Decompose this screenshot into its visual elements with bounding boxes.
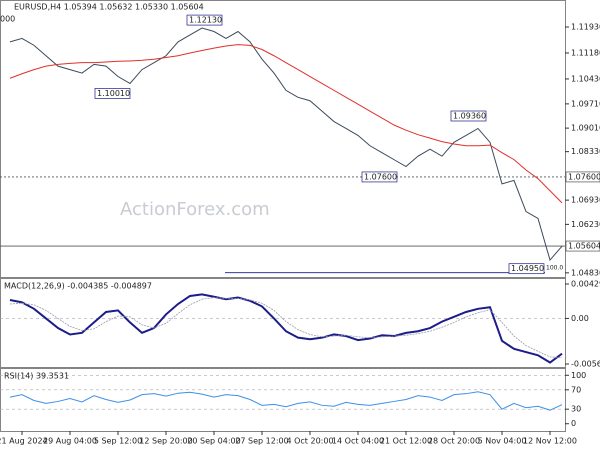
x-tick-label: 5 Sep 12:00 [94,437,142,446]
y-tick-label: 0 [571,419,576,428]
x-tick-label: 20 Sep 04:00 [187,437,240,446]
series-line [9,44,563,204]
series-line [9,27,563,262]
series-line [9,391,563,411]
y-tick-label: 1.11180 [571,48,600,57]
y-tick-label: 1.09010 [571,124,600,133]
price-label: 1.05604 [568,242,600,251]
annotation-box [94,88,131,99]
annotation-label: 1.10010 [97,89,130,98]
y-tick-label: 1.10430 [571,74,600,83]
series-line [9,297,563,359]
price-label-box [565,240,600,252]
y-tick-label: 100 [571,371,586,380]
annotation-label: 1.12130 [189,16,222,25]
x-tick-label: 21 Oct 12:00 [380,437,432,446]
x-tick-label: 29 Aug 04:00 [43,437,97,446]
x-tick-label: 21 Aug 2024 [0,437,48,446]
annotation-label: 1.07600 [364,172,397,181]
clipped-label: 000 [0,15,15,24]
x-tick-label: 12 Sep 20:00 [139,437,192,446]
panel-frame [0,0,566,278]
panel-frame [0,278,566,368]
y-tick-label: 1.06230 [571,220,600,229]
x-tick-label: 4 Oct 20:00 [286,437,333,446]
y-tick-label: 70 [571,385,581,394]
annotation-box [361,171,398,183]
annotation-box [450,110,487,122]
series-line [9,293,563,364]
y-tick-label: 1.06930 [571,196,600,205]
y-tick-label: 30 [571,405,581,414]
panel-title: MACD(12,26,9) -0.004385 -0.004897 [4,282,152,291]
y-tick-label: 0.00 [571,314,589,323]
y-tick-label: 0.004292 [571,280,600,289]
x-tick-label: 28 Oct 20:00 [428,437,480,446]
y-tick-label: -0.005684 [571,359,600,368]
y-tick-label: 1.09710 [571,99,600,108]
annotation-box [186,14,223,26]
panel-title: RSI(14) 39.3531 [4,372,69,381]
y-tick-label: 1.11930 [571,23,600,32]
x-tick-label: 27 Sep 12:00 [235,437,288,446]
price-label: 1.07600 [568,172,600,181]
panel-frame [0,368,566,432]
clipped-label: 100.0 [546,265,563,272]
price-label-box [565,171,600,183]
y-tick-label: 1.08330 [571,147,600,156]
x-tick-label: 14 Oct 04:00 [332,437,384,446]
watermark: ActionForex.com [120,199,270,220]
y-tick-label: 1.04830 [571,268,600,277]
annotation-label: 1.09360 [453,111,486,120]
x-tick-label: 12 Nov 12:00 [523,437,577,446]
chart-title: EURUSD,H4 1.05394 1.05632 1.05330 1.0560… [14,3,204,12]
annotation-box [508,263,545,275]
annotation-label: 1.04950 [511,264,544,273]
x-tick-label: 5 Nov 04:00 [478,437,527,446]
